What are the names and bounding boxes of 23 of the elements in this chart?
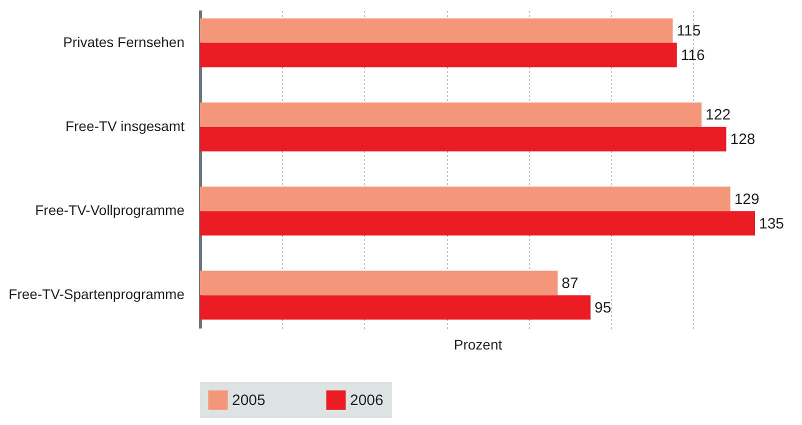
- y-tick-label: Free-TV-Spartenprogramme: [8, 286, 185, 302]
- data-label: 129: [734, 190, 760, 208]
- bar: [200, 18, 673, 43]
- data-label: 87: [562, 274, 578, 292]
- data-label: 135: [759, 215, 784, 232]
- data-label: 115: [676, 22, 701, 40]
- y-tick-label: Free-TV insgesamt: [65, 118, 185, 134]
- data-label: 122: [706, 106, 731, 124]
- data-label: 116: [680, 47, 705, 64]
- legend-label: 2006: [350, 392, 384, 410]
- bar: [200, 126, 726, 152]
- y-tick-label: Privates Fernsehen: [63, 34, 184, 50]
- bar: [200, 42, 677, 68]
- legend-label: 2005: [232, 392, 266, 410]
- x-axis-title: Prozent: [454, 336, 502, 352]
- data-label: 95: [594, 299, 612, 316]
- bar: [200, 211, 755, 236]
- y-tick-label: Free-TV-Vollprogramme: [35, 202, 185, 218]
- bar: [200, 102, 702, 127]
- data-label: 128: [730, 131, 756, 148]
- bar: [200, 186, 730, 212]
- bar: [200, 295, 591, 320]
- bar: [200, 270, 558, 296]
